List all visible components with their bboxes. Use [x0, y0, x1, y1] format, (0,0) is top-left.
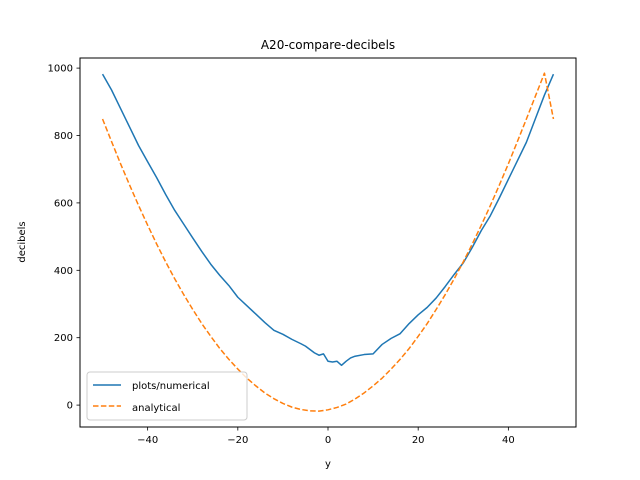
legend-box [86, 371, 248, 421]
series-layer [101, 72, 555, 412]
chart-title: A20-compare-decibels [261, 38, 395, 52]
x-tick-label: −20 [227, 435, 248, 446]
y-tick-label: 400 [54, 266, 73, 277]
x-axis-label: y [325, 459, 331, 470]
x-tick-label: 40 [502, 435, 515, 446]
y-tick-label: 1000 [48, 64, 73, 75]
y-axis-label: decibels [17, 221, 28, 262]
y-tick-label: 200 [54, 333, 73, 344]
x-tick-label: −40 [137, 435, 158, 446]
legend: plots/numerical analytical [86, 371, 248, 421]
series-line-numerical [101, 73, 555, 367]
legend-label-numerical: plots/numerical [132, 381, 210, 392]
legend-label-analytical: analytical [132, 403, 180, 414]
series-line-analytical [101, 72, 555, 412]
x-tick-label: 0 [325, 435, 331, 446]
y-tick-label: 600 [54, 198, 73, 209]
x-tick-label: 20 [412, 435, 425, 446]
y-tick-label: 800 [54, 131, 73, 142]
y-tick-label: 0 [67, 401, 73, 412]
axes-frame [79, 57, 577, 428]
